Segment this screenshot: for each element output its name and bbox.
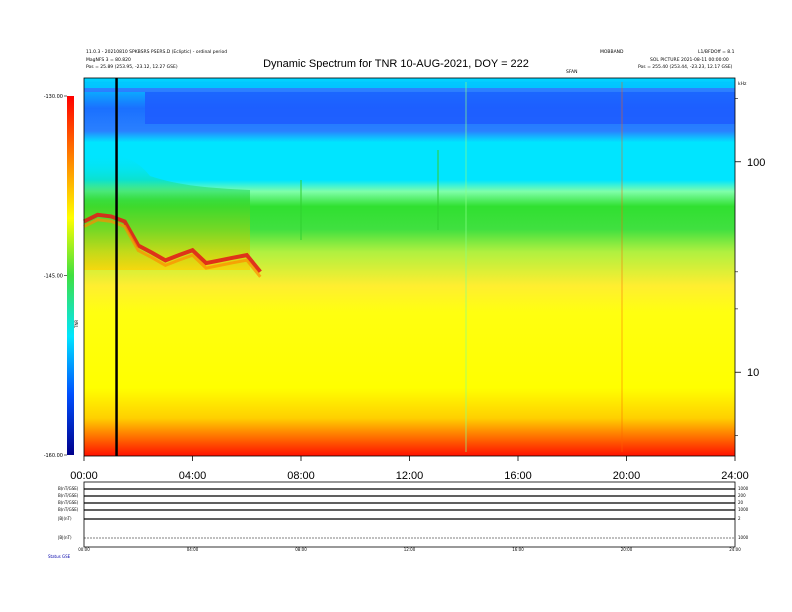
colorbar-ticks: -130.00 -145.00 -160.00	[44, 94, 67, 459]
bottom-row-scale: 1000	[738, 486, 749, 491]
bottom-time-label: 16:00	[512, 547, 524, 552]
blue-band	[145, 92, 735, 124]
time-tick-label: 20:00	[613, 470, 641, 482]
bottom-time-label: 20:00	[621, 547, 633, 552]
bottom-row-label: B(nT/GSE)	[58, 493, 79, 498]
header-info-right-3: Pos = 255.40 (253.44, -23.23, 12.17 GSE)	[638, 65, 733, 70]
header-info-center-right: MOBBAND	[600, 50, 624, 55]
colorbar	[67, 96, 74, 455]
frequency-axis: 100 10	[735, 98, 765, 436]
time-tick-label: 16:00	[504, 470, 532, 482]
bottom-footer: Status GSE	[48, 554, 71, 559]
emission-ridge-halo	[83, 218, 262, 278]
bottom-row-label: B(nT/GSE)	[58, 500, 79, 505]
chart-title: Dynamic Spectrum for TNR 10-AUG-2021, DO…	[263, 58, 529, 70]
time-tick-label: 08:00	[287, 470, 315, 482]
bottom-time-label: 12:00	[404, 547, 416, 552]
bottom-panel-frame	[83, 481, 736, 548]
frequency-tick-label: 10	[747, 367, 759, 379]
bottom-time-label: 04:00	[187, 547, 199, 552]
bottom-row-scale: 20	[738, 500, 744, 505]
blue-stripe	[84, 88, 735, 92]
cyan-stripe	[84, 82, 735, 88]
spectrogram	[83, 77, 736, 457]
bottom-panel: B(nT/GSE) B(nT/GSE) B(nT/GSE) B(nT/GSE) |B|(…	[58, 481, 749, 552]
bottom-row-scale: 1000	[738, 535, 749, 540]
corner-unit-label: kHz	[738, 82, 747, 87]
time-tick-label: 12:00	[396, 470, 424, 482]
time-tick-label: 00:00	[70, 470, 98, 482]
bottom-time-label: 00:00	[78, 547, 90, 552]
header-info-right-2: SOL PICTURE 2021-08-11 00:00:00	[650, 58, 729, 63]
bottom-row-label: |B|(nT)	[58, 516, 72, 521]
bottom-time-label: 08:00	[295, 547, 307, 552]
early-emission	[84, 153, 250, 270]
emission-ridge	[83, 212, 262, 274]
colorbar-label: TNR	[74, 320, 79, 329]
header-info-left-1: 11.0.3 - 20210810 SPKBSRS PSERS.D (Eclip…	[86, 50, 228, 55]
streak	[437, 150, 439, 230]
streak	[300, 180, 302, 240]
time-tick-label: 04:00	[179, 470, 207, 482]
bottom-row-label: |B|(nT)	[58, 535, 72, 540]
bottom-row-label: B(nT/GSE)	[58, 486, 79, 491]
bottom-row-label: B(nT/GSE)	[58, 507, 79, 512]
bottom-time-label: 24:00	[729, 547, 741, 552]
streak	[621, 82, 623, 452]
header-info-mid-right: SFAN	[566, 70, 578, 75]
bottom-row-scale: 1000	[738, 507, 749, 512]
colorbar-tick-label: -145.00	[44, 274, 63, 280]
time-axis: 00:00 04:00 08:00 12:00 16:00 20:00 24:00	[70, 456, 749, 482]
streak	[465, 82, 467, 452]
colorbar-tick-label: -160.00	[44, 453, 63, 459]
colorbar-tick-label: -130.00	[44, 94, 63, 100]
time-tick-label: 24:00	[721, 470, 749, 482]
header-info-right-1: L1/BFDOff = 8.1	[698, 50, 735, 55]
frequency-tick-label: 100	[747, 157, 765, 169]
header-info-left-2: MagNFS 3 = 80.820	[86, 58, 131, 63]
bottom-row-scale: 2	[738, 516, 741, 521]
bottom-row-scale: 200	[738, 493, 746, 498]
header-info-left-3: Pos = 25.89 (253.95, -23.12, 12.27 GSE)	[86, 65, 178, 70]
